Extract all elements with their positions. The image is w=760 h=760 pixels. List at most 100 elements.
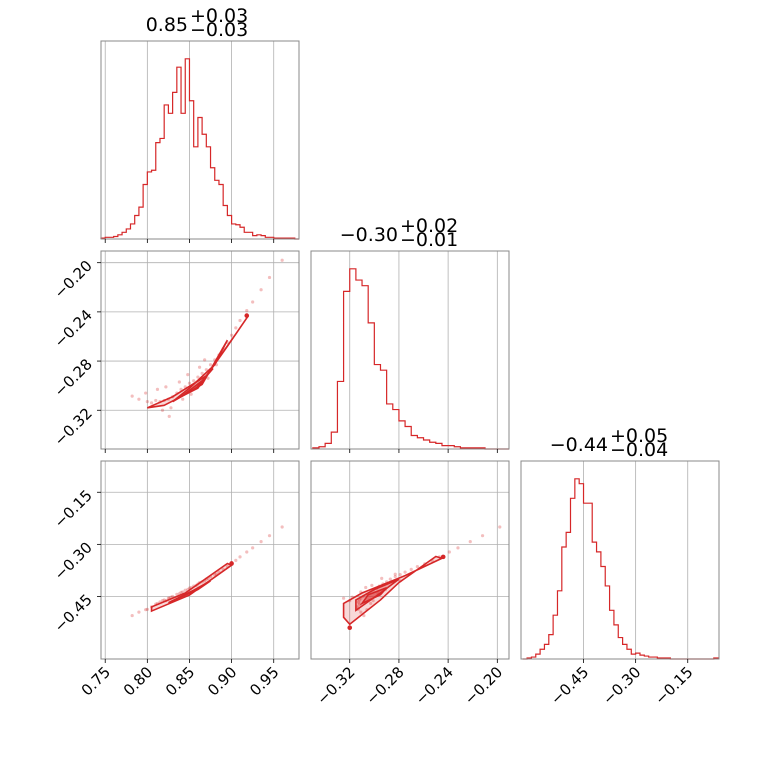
scatter-point xyxy=(181,590,185,594)
scatter-point xyxy=(234,326,238,330)
contour-level-2 xyxy=(359,587,388,606)
x-tick-label: 0.80 xyxy=(120,663,156,699)
y-tick-label: −0.32 xyxy=(51,404,96,449)
contours-p0_p1 xyxy=(147,315,250,409)
scatter-point xyxy=(149,401,154,405)
scatter-point xyxy=(177,380,181,384)
histogram-2 xyxy=(522,478,719,660)
scatter-point xyxy=(498,525,502,529)
title-minus: −0.04 xyxy=(610,439,668,461)
scatter-point xyxy=(251,300,255,304)
scatter-point xyxy=(393,572,397,576)
scatter-point xyxy=(245,309,249,313)
contour-level-2 xyxy=(182,367,214,397)
title-plus: +0.03 xyxy=(190,5,248,27)
scatter-p0_p2 xyxy=(130,525,284,618)
x-tick-label: −0.24 xyxy=(412,663,457,708)
x-tick-label: 0.90 xyxy=(204,663,240,699)
scatter-point xyxy=(480,534,485,538)
x-tick-label: 0.95 xyxy=(246,663,282,699)
scatter-point xyxy=(388,577,392,581)
contour-level-0 xyxy=(342,555,445,626)
panel-frame xyxy=(310,250,510,450)
marker-point xyxy=(229,561,234,566)
x-tick-label: −0.15 xyxy=(651,663,696,708)
title-main: 0.85 xyxy=(146,14,188,36)
scatter-point xyxy=(167,414,171,419)
scatter-point xyxy=(203,358,207,362)
title-minus: −0.01 xyxy=(400,229,458,251)
contours-p1_p2 xyxy=(342,555,445,626)
scatter-point xyxy=(370,583,374,587)
contour-level-0 xyxy=(150,562,234,613)
scatter-point xyxy=(409,567,413,571)
scatter-point xyxy=(229,333,234,337)
y-tick-label: −0.30 xyxy=(51,538,96,583)
scatter-point xyxy=(359,610,363,614)
y-tick-label: −0.20 xyxy=(51,257,96,302)
x-tick-label: −0.45 xyxy=(547,663,592,708)
scatter-point xyxy=(280,525,284,529)
x-tick-label: −0.30 xyxy=(599,663,644,708)
scatter-point xyxy=(164,385,168,389)
scatter-point xyxy=(197,365,202,369)
title-main: −0.30 xyxy=(340,224,398,246)
title-plus: +0.02 xyxy=(400,215,458,237)
panel-frame xyxy=(310,460,510,660)
scatter-point xyxy=(415,565,419,569)
title-main: −0.44 xyxy=(550,434,608,456)
scatter-point xyxy=(155,387,160,391)
title-plus: +0.05 xyxy=(610,425,668,447)
scatter-point xyxy=(204,368,208,372)
x-tick-label: −0.20 xyxy=(461,663,506,708)
scatter-point xyxy=(160,408,165,412)
scatter-point xyxy=(267,534,272,538)
panel-frame xyxy=(100,250,300,450)
title-minus: −0.03 xyxy=(190,19,248,41)
scatter-point xyxy=(200,371,204,375)
scatter-point xyxy=(380,576,384,581)
x-tick-label: 0.75 xyxy=(78,663,114,699)
x-tick-label: −0.28 xyxy=(363,663,408,708)
scatter-point xyxy=(371,599,375,603)
scatter-point xyxy=(364,585,368,590)
panel-2-2: −0.45 −0.30 −0.15 xyxy=(520,460,720,708)
scatter-point xyxy=(238,318,242,323)
contour-level-1 xyxy=(168,580,211,604)
y-tick-label: −0.24 xyxy=(51,306,96,351)
scatter-point xyxy=(179,590,183,594)
scatter-point xyxy=(208,363,213,367)
panel-1-1 xyxy=(310,250,510,453)
scatter-point xyxy=(145,607,149,611)
scatter-point xyxy=(189,392,193,396)
scatter-point xyxy=(393,575,397,579)
panel-2-0: 0.75 0.80 0.85 0.90 0.95 −0.45 −0.30 −0.15 xyxy=(51,460,300,699)
scatter-point xyxy=(145,400,149,404)
scatter-point xyxy=(175,592,179,596)
scatter-point xyxy=(187,381,192,385)
marker-point xyxy=(244,313,250,318)
scatter-point xyxy=(192,379,196,383)
scatter-point xyxy=(267,275,272,280)
panel-frame xyxy=(100,460,300,660)
scatter-point xyxy=(251,546,255,550)
scatter-point xyxy=(341,596,346,600)
scatter-point xyxy=(130,394,134,398)
panel-frame xyxy=(520,460,720,660)
scatter-point xyxy=(238,555,242,559)
scatter-point xyxy=(154,398,158,403)
panel-0-0 xyxy=(100,40,300,243)
y-tick-label: −0.45 xyxy=(51,591,96,636)
scatter-point xyxy=(468,539,472,544)
scatter-point xyxy=(196,375,200,379)
scatter-point xyxy=(130,613,134,618)
panel-2-1: −0.32 −0.28 −0.24 −0.20 xyxy=(310,460,510,708)
scatter-point xyxy=(447,550,451,554)
panel-1-0: −0.32−0.28−0.24−0.20 xyxy=(51,250,300,453)
histogram-0 xyxy=(100,58,299,240)
scatter-point xyxy=(398,572,402,577)
y-tick-label: −0.15 xyxy=(51,486,96,531)
scatter-point xyxy=(144,391,148,395)
scatter-point xyxy=(169,406,173,410)
